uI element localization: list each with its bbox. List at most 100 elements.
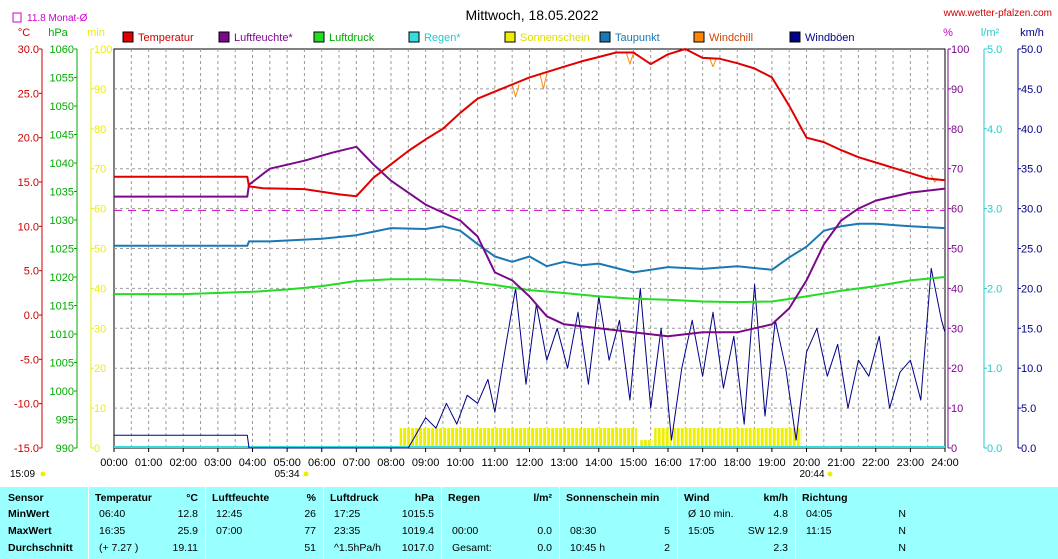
stats-column-pressure: Luftdruck hPa 17:25 1015.5 23:35 1019.4 ^1.5hP…: [323, 487, 441, 559]
axis-temperature-tick-label: 25.0: [18, 88, 39, 100]
axis-wind-tick-label: 25.0: [1021, 244, 1042, 256]
stats-column-wind: Wind km/h Ø 10 min. 4.8 15:05 SW 12.9 2.3: [677, 487, 795, 559]
stats-value: 1015.5: [401, 508, 434, 520]
axis-temperature: 30.0 25.0 20.0 15.0 10.0 5.0 0.0 -5.0 -10.0 -15.0: [14, 44, 43, 455]
legend-label: Luftfeuchte*: [234, 32, 293, 44]
stats-unit: km/h: [763, 492, 788, 504]
stats-value: N: [898, 525, 906, 537]
stats-value: 4.8: [773, 508, 788, 520]
x-tick-label: 16:00: [654, 457, 682, 469]
stats-unit: °C: [186, 492, 198, 504]
axis-pressure-tick-label: 1045: [50, 130, 74, 142]
monthly-avg-icon: [12, 12, 22, 23]
stats-time: 17:25: [334, 508, 361, 520]
axis-humidity-tick-label: 70: [951, 164, 963, 176]
stats-time: 00:00: [452, 525, 479, 537]
unit-temp: °C: [18, 27, 30, 39]
axis-wind-tick-label: 10.0: [1021, 363, 1042, 375]
axis-rain-tick-label: 5.0: [987, 44, 1002, 56]
stats-column-sensor: Sensor MinWert MaxWert Durchschnitt: [0, 487, 88, 559]
axis-rain-tick-label: 2.0: [987, 283, 1002, 295]
stats-column-humidity: Luftfeuchte% 12:45 26 07:00 77 51: [205, 487, 323, 559]
sunshine-bar: [673, 428, 802, 448]
axis-sunshine-tick-label: 20: [94, 363, 106, 375]
legend-label: Regen*: [424, 32, 461, 44]
stats-value: N: [898, 542, 906, 554]
x-tick-label: 11:00: [482, 457, 509, 469]
axis-sunshine-tick-label: 40: [94, 283, 106, 295]
axis-temperature-tick-label: 0.0: [24, 310, 39, 322]
x-tick-label: 03:00: [204, 457, 232, 469]
time-left-label: 15:09: [10, 469, 35, 480]
legend-label: Taupunkt: [615, 32, 660, 44]
axis-temperature-tick-label: -15.0: [14, 443, 39, 455]
axis-pressure-tick-label: 990: [56, 443, 74, 455]
axis-rain-tick-label: 0.0: [987, 443, 1002, 455]
stats-column-rain: Regen l/m² 00:00 0.0 Gesamt: 0.0: [441, 487, 559, 559]
unit-wind: km/h: [1020, 27, 1044, 39]
x-tick-label: 10:00: [446, 457, 474, 469]
x-tick-label: 20:00: [793, 457, 821, 469]
x-tick-label: 13:00: [550, 457, 578, 469]
stats-time: 07:00: [216, 525, 243, 537]
x-tick-label: 07:00: [343, 457, 371, 469]
y-axes: 30.0 25.0 20.0 15.0 10.0 5.0 0.0 -5.0 -10.0 -15.0…: [14, 44, 1043, 455]
axis-humidity-tick-label: 100: [951, 44, 969, 56]
axis-humidity-tick-label: 0: [951, 443, 957, 455]
stats-time: 15:05: [688, 525, 715, 537]
axis-pressure-tick-label: 1060: [50, 44, 74, 56]
axis-wind-tick-label: 45.0: [1021, 84, 1042, 96]
legend-swatch: [599, 31, 611, 43]
axis-humidity-tick-label: 90: [951, 84, 963, 96]
stats-time: 23:35: [334, 525, 361, 537]
stats-unit: %: [306, 492, 316, 504]
legend-swatch: [504, 31, 516, 43]
axis-wind-tick-label: 15.0: [1021, 323, 1042, 335]
stats-value: 26: [304, 508, 316, 520]
axis-sunshine-tick-label: 0: [94, 443, 100, 455]
x-tick-label: 02:00: [169, 457, 197, 469]
stats-value: 0.0: [537, 542, 552, 554]
weather-chart: Mittwoch, 18.05.2022 www.wetter-pfalzen.…: [10, 7, 1052, 480]
axis-sunshine-tick-label: 50: [94, 244, 106, 256]
x-tick-label: 17:00: [689, 457, 717, 469]
axis-pressure-tick-label: 1025: [50, 244, 74, 256]
axis-sunshine-tick-label: 60: [94, 204, 106, 216]
stats-value: 5: [664, 525, 670, 537]
axis-humidity-tick-label: 20: [951, 363, 963, 375]
stats-value: 2: [664, 542, 670, 554]
stats-value: 25.9: [177, 525, 198, 537]
stats-value: SW 12.9: [747, 525, 788, 537]
axis-wind-tick-label: 50.0: [1021, 44, 1042, 56]
axis-pressure-tick-label: 1015: [50, 301, 74, 313]
axis-wind-tick-label: 30.0: [1021, 204, 1042, 216]
x-axis: 00:00 01:00 02:00 03:00 04:00 05:00 06:00 07:00…: [100, 448, 959, 469]
stats-unit: l/m²: [533, 492, 552, 504]
axis-humidity-tick-label: 30: [951, 323, 963, 335]
sun-markers: 15:09 05:34 20:44: [10, 469, 833, 480]
series-line-windboeen: [114, 267, 946, 449]
x-tick-label: 14:00: [585, 457, 613, 469]
stats-value: 51: [304, 542, 316, 554]
axis-pressure-tick-label: 1005: [50, 358, 74, 370]
axis-pressure-tick-label: 1010: [50, 329, 74, 341]
axis-wind-tick-label: 0.0: [1021, 443, 1036, 455]
stats-column-direction: Richtung 04:05 N 11:15 N N: [795, 487, 913, 559]
axis-unit-labels: °C hPa min% l/m² km/h: [18, 27, 1044, 39]
axis-sunshine-tick-label: 90: [94, 84, 106, 96]
series-line-luftdruck: [114, 276, 946, 304]
sunrise-label: 05:34: [274, 469, 299, 480]
stats-header: Luftfeuchte: [212, 492, 270, 504]
stats-value: N: [898, 508, 906, 520]
stats-unit: hPa: [414, 492, 434, 504]
website-label[interactable]: www.wetter-pfalzen.com: [943, 8, 1052, 19]
axis-humidity-tick-label: 50: [951, 244, 963, 256]
unit-sunshine: min: [87, 27, 105, 39]
stats-time: 08:30: [570, 525, 597, 537]
unit-pressure: hPa: [48, 27, 68, 39]
axis-sunshine-tick-label: 30: [94, 323, 106, 335]
axis-humidity-tick-label: 80: [951, 124, 963, 136]
axis-pressure-tick-label: 1055: [50, 73, 74, 85]
x-tick-label: 05:00: [273, 457, 301, 469]
